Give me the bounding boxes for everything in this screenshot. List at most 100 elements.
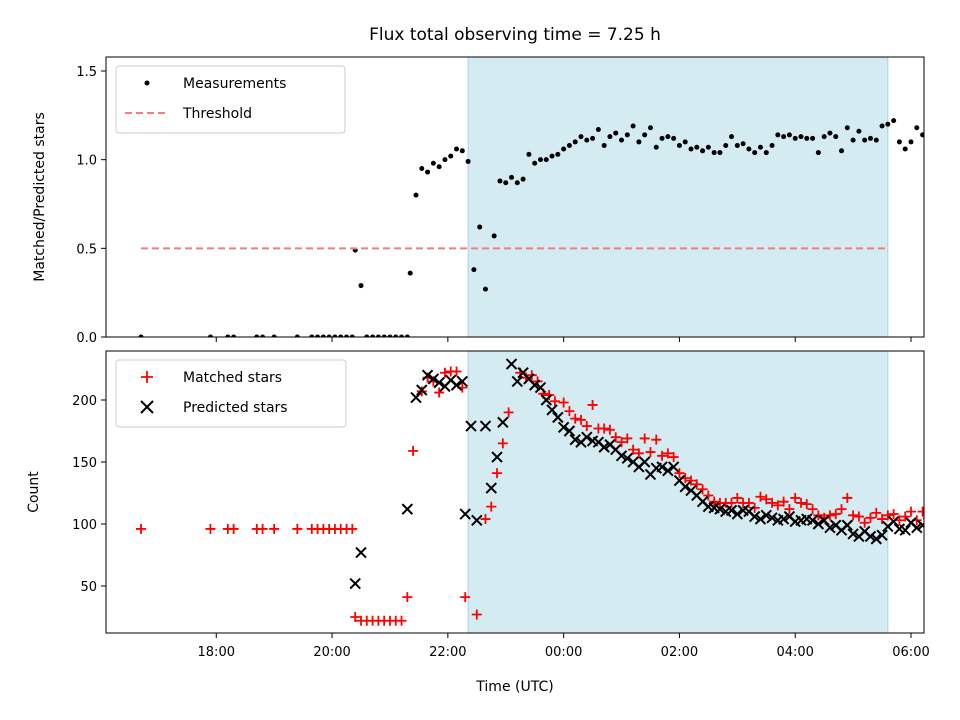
bottom-series-matched-stars-point-33 xyxy=(451,366,462,377)
bottom-series-matched-stars-point-57 xyxy=(604,424,615,435)
bottom-series-matched-stars-point-78 xyxy=(726,497,737,508)
bottom-legend-marker-1 xyxy=(140,400,154,414)
top-series-measurements-point-3 xyxy=(231,334,237,337)
top-series-measurements-point-50 xyxy=(549,153,555,159)
bottom-axes-frame xyxy=(105,350,925,634)
bottom-series-predicted-stars-point-20 xyxy=(511,375,524,388)
top-series-measurements-point-89 xyxy=(775,132,781,138)
top-series-measurements-point-63 xyxy=(624,132,630,138)
bottom-series-predicted-stars-point-6 xyxy=(427,373,440,385)
bottom-series-matched-stars-point-26 xyxy=(408,445,419,456)
top-series-measurements-point-41 xyxy=(497,178,503,184)
top-series-measurements-point-111 xyxy=(902,146,908,152)
bottom-series-predicted-stars-point-16 xyxy=(485,482,497,494)
bottom-series-matched-stars-point-86 xyxy=(772,500,783,511)
bottom-series-matched-stars-point-104 xyxy=(877,514,888,525)
top-series-measurements-point-12 xyxy=(332,334,338,337)
bottom-y-tick-label-1: 100 xyxy=(72,518,97,533)
bottom-y-axis-label: Count xyxy=(26,471,42,513)
top-series-measurements-point-11 xyxy=(326,334,332,337)
top-series-measurements-point-61 xyxy=(613,130,619,136)
bottom-series-predicted-stars-point-89 xyxy=(911,522,923,534)
top-legend-marker-0 xyxy=(144,80,150,86)
bottom-legend-label-0: Matched stars xyxy=(183,370,282,386)
bottom-series-matched-stars-point-91 xyxy=(801,499,812,510)
bottom-series-matched-stars-point-5 xyxy=(257,523,268,534)
bottom-series-matched-stars-point-66 xyxy=(657,450,668,461)
bottom-series-matched-stars-point-59 xyxy=(616,437,627,448)
bottom-series-matched-stars-point-50 xyxy=(564,406,575,417)
top-series-measurements-point-45 xyxy=(520,176,526,182)
bottom-series-matched-stars-point-38 xyxy=(486,501,497,512)
top-series-measurements-point-94 xyxy=(804,135,810,141)
bottom-series-matched-stars-point-52 xyxy=(576,414,586,425)
bottom-series-predicted-stars-point-7 xyxy=(433,376,445,389)
bottom-series-predicted-stars-point-11 xyxy=(456,375,469,388)
top-series-measurements-point-48 xyxy=(537,157,543,163)
top-series-measurements-point-25 xyxy=(404,334,410,337)
top-series-measurements-point-28 xyxy=(419,166,425,172)
top-series-measurements-point-22 xyxy=(387,334,393,337)
top-series-measurements-point-67 xyxy=(647,125,653,131)
bottom-series-matched-stars-point-60 xyxy=(622,433,633,444)
bottom-x-tick-label-6: 06:00 xyxy=(892,645,929,660)
top-series-measurements-point-37 xyxy=(471,267,477,273)
bottom-series-predicted-stars-point-38 xyxy=(615,450,628,462)
top-series-measurements-point-39 xyxy=(482,286,488,292)
bottom-series-predicted-stars-point-73 xyxy=(818,514,830,526)
top-series-measurements-point-113 xyxy=(914,125,920,131)
bottom-series-matched-stars-point-1 xyxy=(205,523,216,534)
top-series-measurements-point-65 xyxy=(636,139,642,145)
bottom-series-matched-stars-point-41 xyxy=(503,407,514,418)
top-data-layer xyxy=(138,118,924,337)
bottom-series-predicted-stars-point-62 xyxy=(754,513,767,525)
top-series-measurements-point-74 xyxy=(688,146,694,152)
bottom-series-predicted-stars-point-1 xyxy=(355,546,367,559)
top-series-measurements-point-42 xyxy=(503,180,509,186)
bottom-series-predicted-stars-point-64 xyxy=(766,512,778,524)
top-series-measurements-point-106 xyxy=(873,137,879,143)
top-series-measurements-point-88 xyxy=(769,142,775,148)
bottom-y-tick-label-3: 200 xyxy=(72,394,97,409)
bottom-series-predicted-stars-point-29 xyxy=(563,425,576,437)
top-series-measurements-point-83 xyxy=(740,141,746,147)
top-series-measurements-point-73 xyxy=(682,139,688,145)
top-series-measurements-point-109 xyxy=(891,118,897,124)
bottom-series-predicted-stars-point-55 xyxy=(714,503,726,515)
bottom-series-predicted-stars-point-74 xyxy=(824,522,836,534)
bottom-series-predicted-stars-point-17 xyxy=(491,451,503,463)
bottom-series-matched-stars-point-84 xyxy=(761,494,772,505)
bottom-series-predicted-stars-point-42 xyxy=(638,456,651,468)
bottom-series-matched-stars-point-24 xyxy=(396,615,407,626)
top-series-measurements-point-7 xyxy=(294,334,300,337)
bottom-series-predicted-stars-point-49 xyxy=(679,481,691,493)
bottom-series-matched-stars-point-79 xyxy=(732,492,743,503)
bottom-series-predicted-stars-point-5 xyxy=(421,369,434,381)
bottom-series-matched-stars-point-85 xyxy=(767,497,778,508)
bottom-series-predicted-stars-point-46 xyxy=(662,464,674,477)
bottom-series-predicted-stars-point-71 xyxy=(806,514,819,526)
top-series-measurements-point-38 xyxy=(477,224,483,230)
top-series-measurements-point-1 xyxy=(207,334,213,337)
bottom-series-matched-stars-point-30 xyxy=(434,387,445,398)
bottom-series-predicted-stars-point-24 xyxy=(534,381,547,394)
top-series-measurements-point-20 xyxy=(375,334,381,337)
top-series-measurements-point-84 xyxy=(746,146,752,152)
bottom-series-matched-stars-point-98 xyxy=(842,492,853,503)
top-series-measurements-point-15 xyxy=(349,334,355,337)
top-axes-frame xyxy=(105,56,925,338)
bottom-x-tick-label-3: 00:00 xyxy=(545,645,582,660)
bottom-series-matched-stars-point-106 xyxy=(888,509,899,520)
bottom-series-matched-stars-point-75 xyxy=(709,496,720,507)
top-series-measurements-point-64 xyxy=(630,123,636,129)
top-series-measurements-point-10 xyxy=(320,334,326,337)
bottom-series-predicted-stars-point-87 xyxy=(899,524,911,536)
bottom-series-matched-stars-point-48 xyxy=(549,396,560,407)
top-series-measurements-point-82 xyxy=(734,142,740,148)
bottom-series-matched-stars-point-56 xyxy=(599,423,610,434)
bottom-series-matched-stars-point-102 xyxy=(865,512,876,523)
bottom-series-matched-stars-point-87 xyxy=(778,496,789,507)
bottom-series-matched-stars-point-74 xyxy=(703,490,714,501)
top-panel: 0.0 0.5 1.0 1.5 Measurements Threshold xyxy=(76,56,925,346)
